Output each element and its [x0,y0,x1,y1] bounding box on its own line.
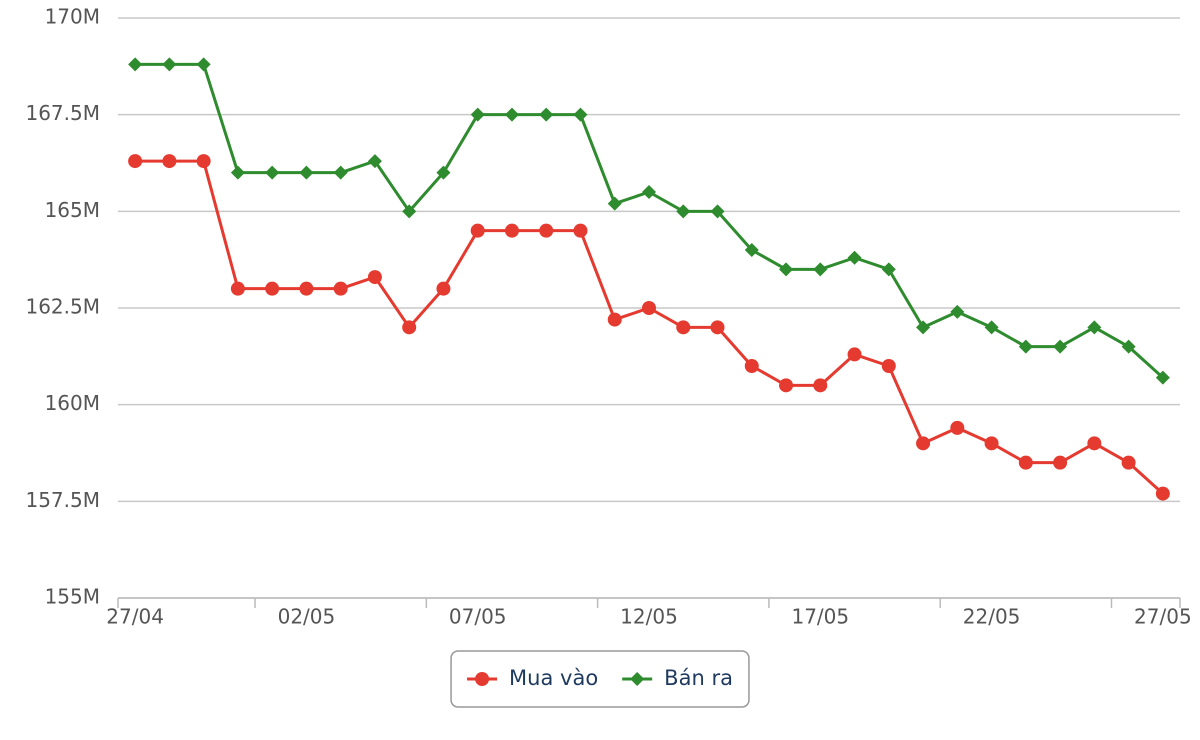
marker [676,204,691,219]
marker [128,57,143,72]
marker [299,165,314,180]
marker [813,262,828,277]
marker [470,223,485,238]
marker [573,107,588,122]
marker [367,154,382,169]
marker [847,250,862,265]
y-tick-label: 167.5M [25,101,100,125]
marker [299,281,314,296]
marker [196,154,211,169]
y-tick-label: 165M [45,198,100,222]
marker [779,262,794,277]
legend-item[interactable]: Bán ra [622,666,733,690]
marker [607,312,622,327]
y-tick-label: 155M [45,585,100,609]
marker [230,165,245,180]
marker [847,347,862,362]
marker [265,281,280,296]
marker [744,359,759,373]
marker [128,154,143,169]
x-tick-label: 27/04 [106,605,164,629]
marker [1155,486,1170,501]
marker [1155,370,1170,385]
marker [676,320,691,335]
marker [1053,339,1068,354]
marker [779,378,794,393]
marker [504,223,519,238]
marker [436,281,451,296]
marker [813,378,828,393]
marker [1121,339,1136,354]
legend-label: Mua vào [509,666,598,690]
y-tick-label: 160M [45,391,100,415]
marker [367,270,382,285]
marker [265,165,280,180]
x-tick-label: 07/05 [449,605,507,629]
marker [504,107,519,122]
marker [162,154,177,169]
x-tick-label: 22/05 [963,605,1021,629]
legend-item[interactable]: Mua vào [467,666,598,690]
marker [539,223,554,238]
x-tick-label: 02/05 [278,605,336,629]
marker [1087,436,1102,451]
y-tick-label: 170M [45,5,100,29]
marker [1121,455,1136,470]
marker [333,281,348,296]
y-tick-label: 162.5M [25,295,100,319]
marker [539,107,554,122]
marker [710,204,725,219]
marker [162,57,177,72]
marker [402,320,417,335]
marker [984,320,999,335]
marker [1087,320,1102,335]
marker [230,281,245,296]
marker [196,57,211,72]
marker [573,223,588,238]
marker [984,436,999,451]
x-tick-label: 27/05 [1134,605,1192,629]
x-tick-label: 17/05 [791,605,849,629]
x-tick-label: 12/05 [620,605,678,629]
marker [916,436,931,451]
marker [916,320,931,335]
marker [744,243,759,257]
marker [1018,339,1033,354]
marker [607,196,622,211]
marker [1053,455,1068,470]
marker [333,165,348,180]
marker [950,304,965,319]
legend-label: Bán ra [664,666,733,690]
marker [402,204,417,219]
marker [475,672,490,686]
y-tick-label: 157.5M [25,488,100,512]
legend: Mua vào Bán ra [450,650,750,708]
marker [710,320,725,335]
marker [630,672,645,686]
marker [642,185,656,199]
legend-box [450,650,750,708]
marker [950,420,965,435]
marker [470,107,485,122]
marker [881,359,896,373]
marker [881,262,896,277]
marker [1018,455,1033,470]
series-line [135,62,1164,379]
marker [642,301,656,315]
marker [436,165,451,180]
